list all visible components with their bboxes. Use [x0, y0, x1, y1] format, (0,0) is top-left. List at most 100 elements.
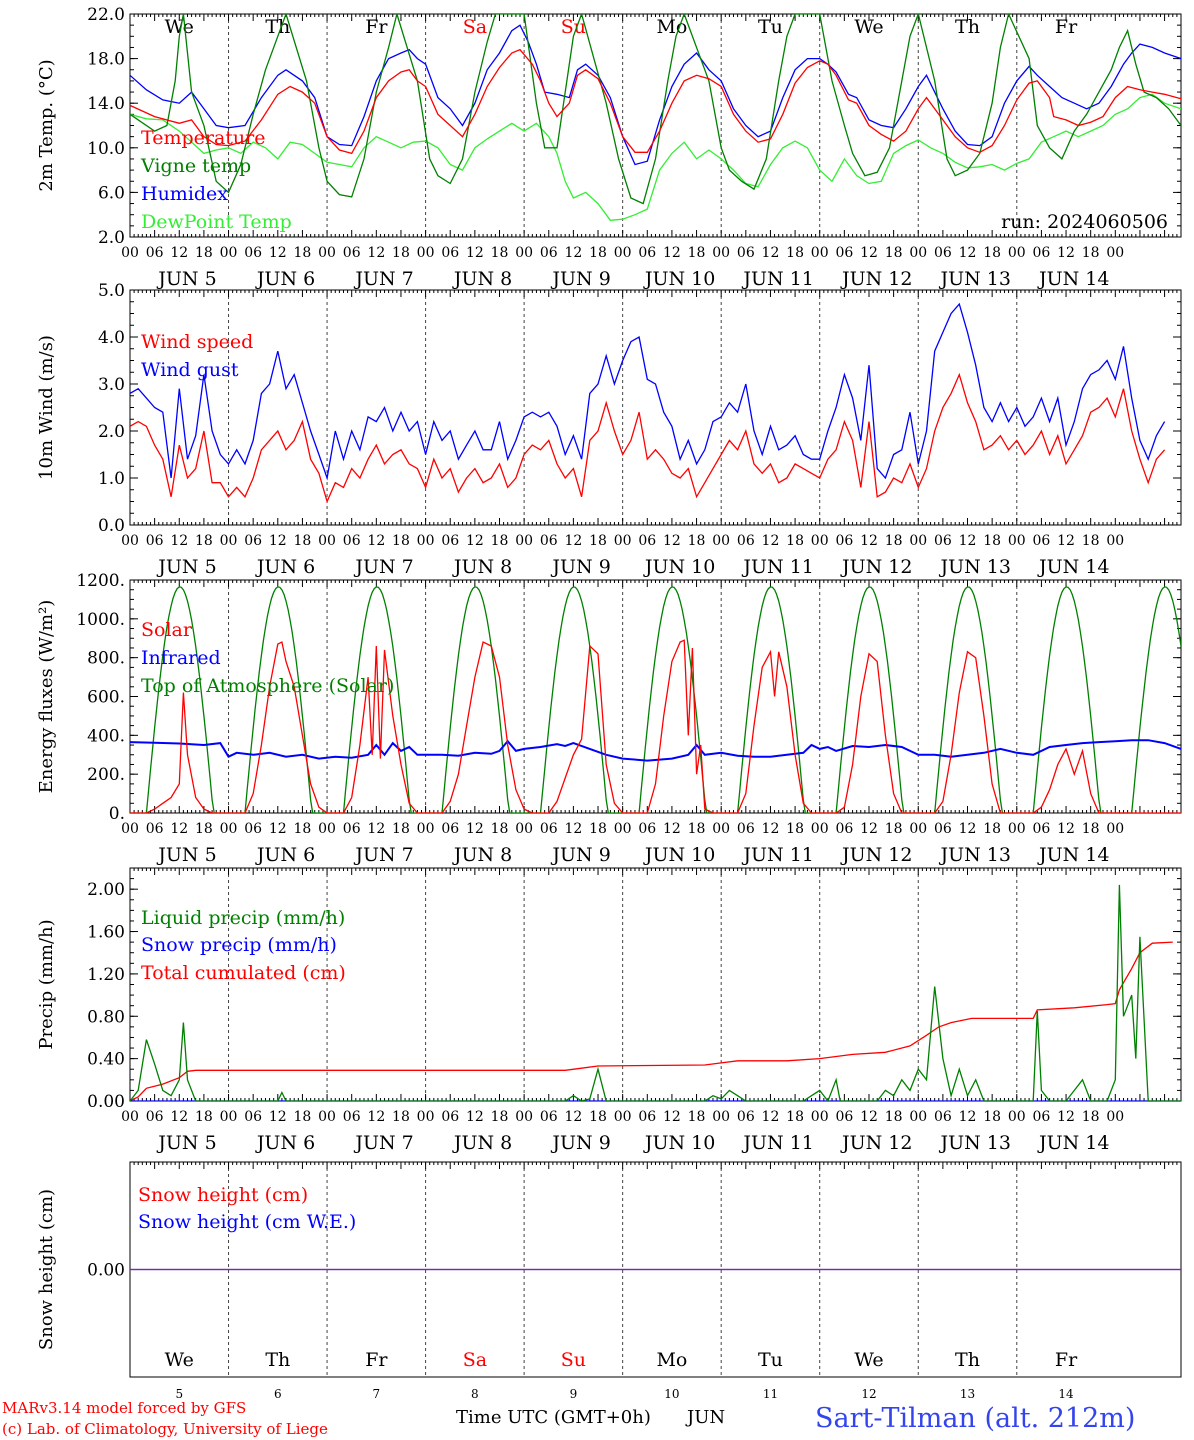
- footer: MARv3.14 model forced by GFS (c) Lab. of…: [2, 1399, 1135, 1438]
- x-hour-label: 06: [1033, 533, 1051, 549]
- x-hour-label: 06: [441, 533, 459, 549]
- x-hour-label: 18: [195, 1109, 213, 1125]
- x-hour-label: 18: [1082, 533, 1100, 549]
- x-hour-label: 00: [515, 1109, 533, 1125]
- x-hour-label: 18: [786, 245, 804, 261]
- y-tick-label: 1000.: [76, 610, 125, 630]
- y-tick-label: 4.0: [98, 328, 125, 348]
- x-date-label: JUN 8: [452, 844, 512, 866]
- x-hour-label: 00: [417, 821, 435, 837]
- x-hour-label: 00: [811, 245, 829, 261]
- series-line-wind-gust: [130, 302, 1166, 481]
- x-hour-label: 12: [466, 1109, 484, 1125]
- x-hour-label: 00: [318, 1109, 336, 1125]
- x-date-label: JUN 7: [353, 1132, 413, 1154]
- x-hour-label: 00: [1106, 1109, 1124, 1125]
- x-hour-label: 18: [491, 245, 509, 261]
- y-tick-label: 2.00: [87, 880, 125, 900]
- y-tick-label: 400.: [87, 726, 125, 746]
- x-hour-label: 12: [959, 245, 977, 261]
- run-label: run: 2024060506: [1001, 211, 1168, 233]
- x-hour-label: 00: [318, 533, 336, 549]
- x-hour-label: 18: [1082, 1109, 1100, 1125]
- x-hour-label: 18: [688, 1109, 706, 1125]
- time-axis-label: Time UTC (GMT+0h): [456, 1407, 651, 1428]
- x-date-label: JUN 11: [741, 268, 813, 290]
- x-hour-label: 06: [737, 245, 755, 261]
- weekday-label: We: [165, 1349, 194, 1371]
- legend-entry: Wind gust: [141, 359, 239, 381]
- x-hour-label: 18: [195, 245, 213, 261]
- y-tick-label: 0.00: [87, 1092, 125, 1112]
- x-date-label: JUN 14: [1037, 844, 1109, 866]
- x-hour-label: 18: [688, 533, 706, 549]
- x-hour-label: 00: [909, 245, 927, 261]
- x-hour-label: 00: [1106, 821, 1124, 837]
- day-number-label: 11: [763, 1387, 778, 1401]
- x-hour-label: 12: [170, 1109, 188, 1125]
- x-hour-label: 06: [244, 1109, 262, 1125]
- x-hour-label: 12: [269, 1109, 287, 1125]
- legend-entry: Total cumulated (cm): [141, 962, 346, 984]
- x-hour-label: 06: [835, 533, 853, 549]
- legend-entry: Solar: [141, 619, 193, 641]
- x-hour-label: 18: [294, 533, 312, 549]
- x-hour-label: 00: [811, 1109, 829, 1125]
- x-hour-label: 06: [441, 821, 459, 837]
- x-hour-label: 12: [367, 245, 385, 261]
- x-hour-label: 06: [540, 821, 558, 837]
- x-date-label: JUN 14: [1037, 556, 1109, 578]
- y-tick-label: 1.0: [98, 469, 125, 489]
- x-hour-label: 12: [959, 821, 977, 837]
- x-hour-label: 12: [170, 533, 188, 549]
- x-hour-label: 00: [220, 245, 238, 261]
- x-hour-label: 00: [712, 245, 730, 261]
- x-hour-label: 12: [367, 821, 385, 837]
- weekday-label: Su: [561, 16, 586, 38]
- x-hour-label: 00: [614, 821, 632, 837]
- x-hour-label: 12: [367, 533, 385, 549]
- x-hour-label: 00: [121, 821, 139, 837]
- x-hour-label: 06: [540, 245, 558, 261]
- weekday-label: Fr: [365, 16, 388, 38]
- x-hour-label: 18: [1082, 821, 1100, 837]
- x-hour-label: 12: [269, 245, 287, 261]
- day-number-label: 12: [861, 1387, 876, 1401]
- x-hour-label: 00: [417, 533, 435, 549]
- x-hour-label: 00: [614, 533, 632, 549]
- x-hour-label: 06: [343, 245, 361, 261]
- x-hour-label: 18: [491, 1109, 509, 1125]
- series-line-vigne-temp: [130, 14, 1181, 205]
- series-line-solar: [130, 639, 1181, 813]
- x-date-label: JUN 8: [452, 268, 512, 290]
- x-date-label: JUN 7: [353, 844, 413, 866]
- x-hour-label: 12: [1057, 821, 1075, 837]
- x-hour-label: 06: [737, 821, 755, 837]
- x-hour-label: 00: [909, 821, 927, 837]
- x-date-label: JUN 11: [741, 1132, 813, 1154]
- x-hour-label: 06: [934, 821, 952, 837]
- y-tick-label: 600.: [87, 688, 125, 708]
- x-hour-label: 06: [540, 533, 558, 549]
- x-hour-label: 06: [244, 533, 262, 549]
- x-hour-label: 00: [220, 1109, 238, 1125]
- x-hour-label: 00: [811, 821, 829, 837]
- weekday-label: Mo: [656, 1349, 687, 1371]
- x-date-label: JUN 6: [255, 1132, 315, 1154]
- x-hour-label: 18: [688, 821, 706, 837]
- x-hour-label: 06: [343, 1109, 361, 1125]
- month-label: JUN: [685, 1407, 725, 1428]
- x-date-label: JUN 12: [840, 1132, 912, 1154]
- x-date-label: JUN 10: [643, 268, 715, 290]
- x-hour-label: 06: [146, 245, 164, 261]
- x-date-label: JUN 10: [643, 1132, 715, 1154]
- weekday-label: Th: [265, 1349, 290, 1371]
- x-hour-label: 18: [392, 821, 410, 837]
- x-hour-label: 18: [294, 821, 312, 837]
- x-hour-label: 00: [121, 245, 139, 261]
- x-date-label: JUN 12: [840, 844, 912, 866]
- y-tick-label: 1.60: [87, 923, 125, 943]
- legend-entry: DewPoint Temp: [141, 211, 292, 233]
- weekday-label: We: [854, 16, 883, 38]
- x-hour-label: 00: [811, 533, 829, 549]
